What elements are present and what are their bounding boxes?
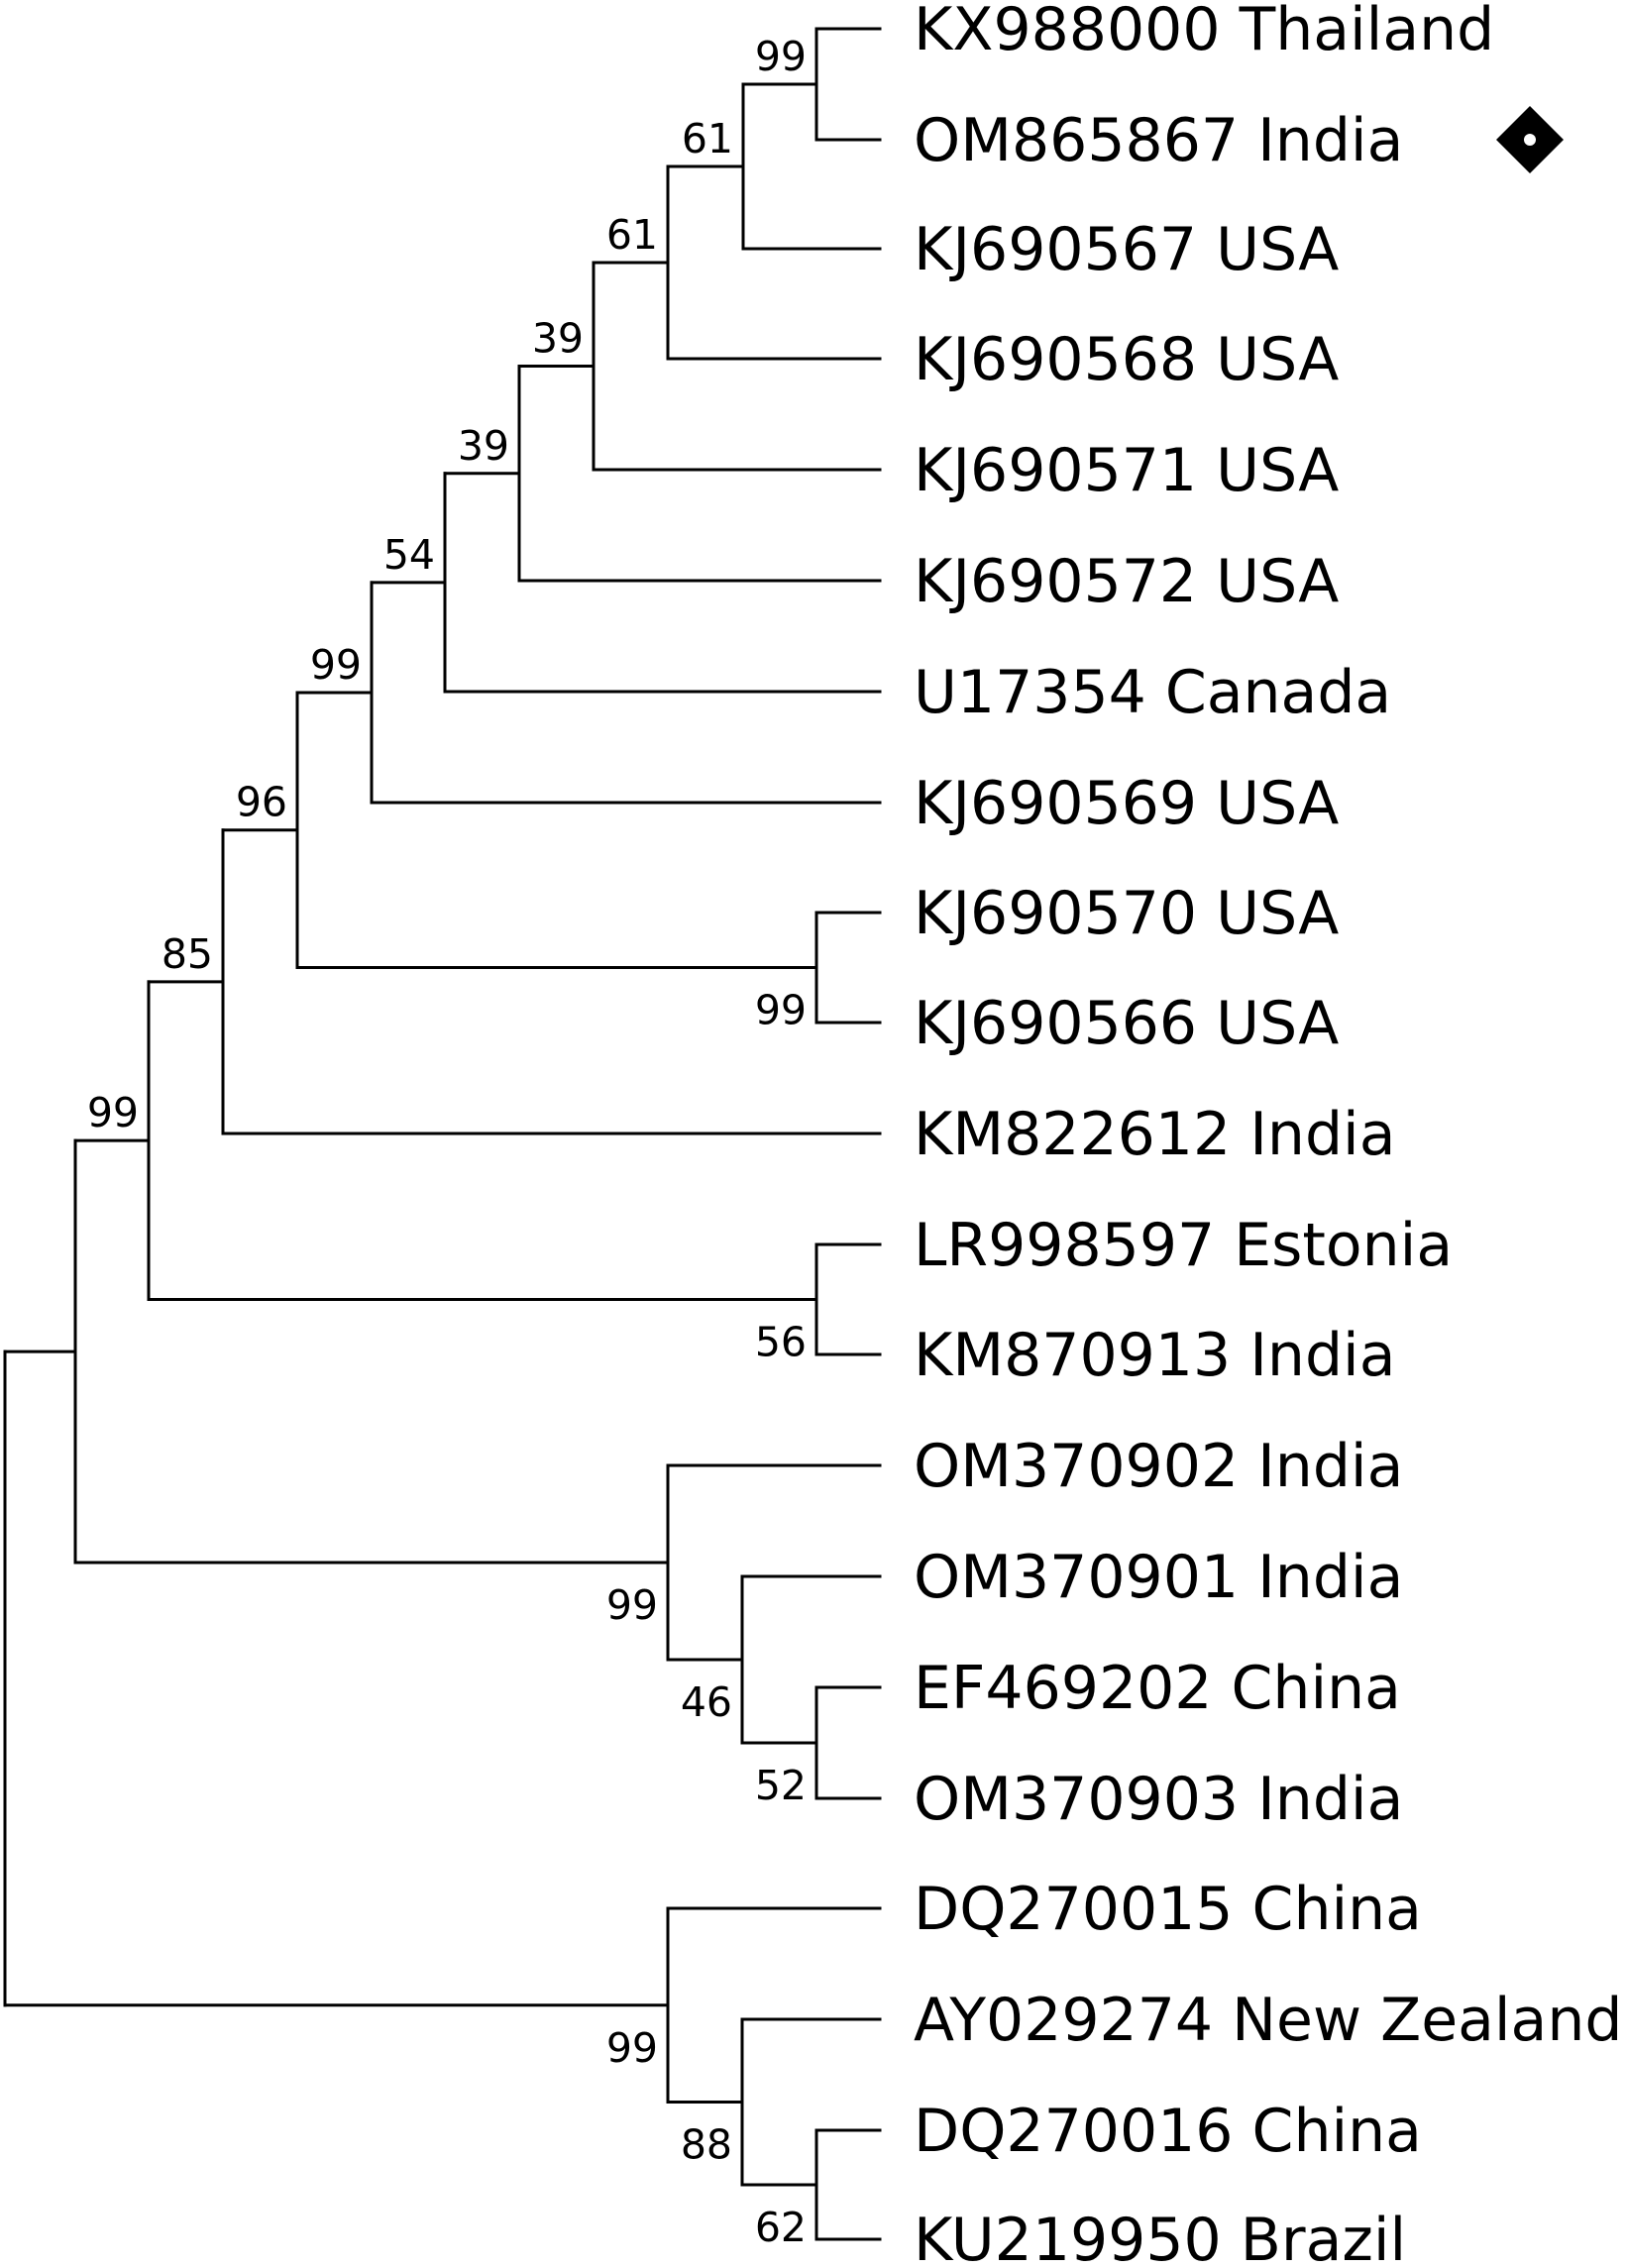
taxon-label: KM870913 India xyxy=(914,1321,1395,1390)
bootstrap-value: 52 xyxy=(755,1762,807,1809)
taxon-label: KJ690572 USA xyxy=(914,547,1339,616)
taxon-label: KJ690568 USA xyxy=(914,325,1339,394)
bootstrap-value: 88 xyxy=(681,2121,732,2169)
taxon-label: OM370903 India xyxy=(914,1765,1403,1834)
taxon-label: KJ690570 USA xyxy=(914,879,1339,948)
taxon-label: KM822612 India xyxy=(914,1100,1395,1169)
bootstrap-value: 99 xyxy=(606,1581,658,1629)
taxon-label: KJ690571 USA xyxy=(914,436,1339,505)
taxon-markers xyxy=(1496,106,1564,173)
taxon-label: KU219950 Brazil xyxy=(914,2206,1406,2268)
bootstrap-value: 62 xyxy=(755,2204,807,2251)
bootstrap-value: 39 xyxy=(458,422,509,470)
bootstrap-value: 61 xyxy=(682,115,733,162)
taxon-label: LR998597 Estonia xyxy=(914,1211,1453,1280)
taxon-label: U17354 Canada xyxy=(914,658,1391,727)
bootstrap-value: 56 xyxy=(755,1319,807,1366)
taxon-label: DQ270015 China xyxy=(914,1875,1422,1944)
tree-branches xyxy=(3,27,882,2241)
bootstrap-values: 99 61 61 39 39 54 99 99 96 85 56 99 52 46 99 62 88 99 xyxy=(87,33,807,2251)
bootstrap-value: 99 xyxy=(755,33,807,80)
taxon-label: KX988000 Thailand xyxy=(914,0,1494,64)
bootstrap-value: 99 xyxy=(606,2024,658,2072)
bootstrap-value: 96 xyxy=(236,779,287,826)
bootstrap-value: 54 xyxy=(383,531,435,579)
taxon-label: OM865867 India xyxy=(914,106,1403,175)
taxon-label: KJ690569 USA xyxy=(914,769,1339,838)
taxon-label: AY029274 New Zealand xyxy=(914,1986,1622,2055)
bootstrap-value: 99 xyxy=(755,987,807,1034)
bootstrap-value: 99 xyxy=(310,641,362,689)
bootstrap-value: 46 xyxy=(681,1678,732,1726)
taxon-labels: KX988000 Thailand OM865867 India KJ690567 … xyxy=(914,0,1622,2268)
bootstrap-value: 61 xyxy=(606,211,658,259)
taxon-label: EF469202 China xyxy=(914,1654,1401,1723)
bootstrap-value: 85 xyxy=(162,930,213,978)
diamond-marker-center xyxy=(1524,134,1536,146)
taxon-label: OM370901 India xyxy=(914,1543,1403,1612)
bootstrap-value: 99 xyxy=(87,1089,139,1136)
taxon-label: OM370902 India xyxy=(914,1432,1403,1501)
taxon-label: KJ690566 USA xyxy=(914,989,1339,1058)
taxon-label: DQ270016 China xyxy=(914,2097,1422,2166)
taxon-label: KJ690567 USA xyxy=(914,215,1339,284)
bootstrap-value: 39 xyxy=(532,315,584,363)
